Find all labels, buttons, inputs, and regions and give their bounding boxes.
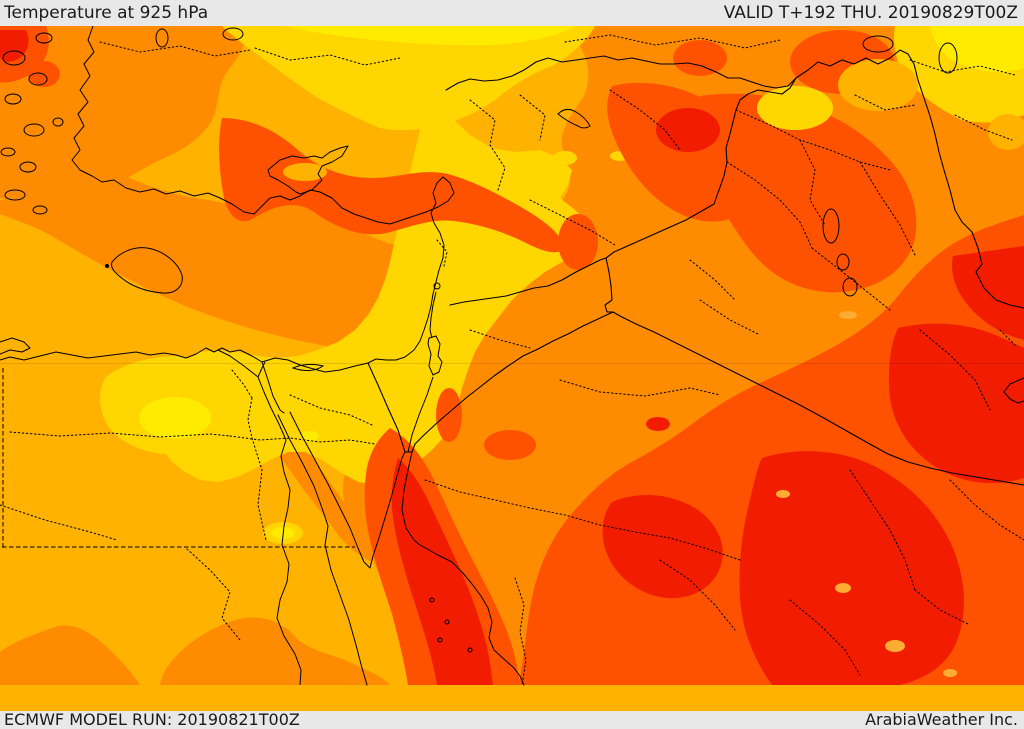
lake-egirdir [155, 28, 169, 48]
aegean-island [32, 205, 48, 215]
lake-habbaniyah [836, 253, 850, 271]
persian-gulf-head [1003, 377, 1024, 404]
map-title: Temperature at 925 hPa [4, 3, 209, 23]
temperature-field-map [0, 26, 1024, 711]
egypt-israel-border [367, 362, 406, 453]
lake-urmia [938, 42, 958, 74]
fill-layer-amber-spots [776, 311, 957, 677]
coastlines [0, 26, 1024, 686]
fill-layer-bright-yellow [139, 26, 1024, 539]
aegean-island [0, 147, 16, 157]
jordan-saudi-border [411, 311, 614, 453]
crete-tip-island [0, 337, 31, 355]
fill-layer-red [0, 30, 1024, 685]
red-sea-islet [437, 637, 443, 643]
nile-delta-branch [257, 361, 266, 378]
syria-iraq-border [605, 77, 797, 259]
valid-time-label: VALID T+192 THU. 20190829T00Z [723, 3, 1018, 23]
aegean-island [4, 189, 26, 201]
admin-borders-dotted [0, 34, 1024, 686]
country-borders [367, 49, 1024, 486]
aegean-island [2, 50, 26, 66]
rivers [217, 291, 437, 686]
nile-delta-branch [217, 349, 259, 378]
lake-tuz [222, 27, 244, 41]
jordan-iraq-hiccup-border [604, 257, 614, 313]
sinai-coast [289, 411, 413, 569]
jordan-river [429, 291, 437, 339]
aegean-island [19, 161, 37, 173]
suez-canal [261, 361, 285, 414]
gulf-of-aqaba-saudi-coast [401, 451, 525, 686]
red-sea-islet [429, 597, 435, 603]
lake-van [862, 35, 894, 53]
sea-of-galilee [433, 282, 441, 290]
model-run-label: ECMWF MODEL RUN: 20190821T00Z [4, 710, 300, 729]
islands-and-lakes [0, 27, 958, 653]
top-status-bar: Temperature at 925 hPa VALID T+192 THU. … [0, 0, 1024, 26]
lake-assad [557, 108, 591, 129]
jordan-syria-border [449, 257, 607, 306]
fill-layer-yellow-patch-ne [757, 86, 833, 130]
rhodes-island [111, 247, 183, 294]
national-dashed-borders [2, 368, 355, 548]
iraq-saudi-border [612, 311, 1024, 486]
lake-tharthar [822, 208, 840, 244]
city-dot [105, 264, 109, 268]
turkey-syria-border [445, 55, 797, 91]
aegean-island [28, 72, 48, 86]
lake-bardawil [291, 363, 325, 372]
aegean-island [23, 123, 45, 137]
map-area [0, 26, 1024, 711]
dead-sea [427, 335, 443, 376]
turkey-iraq-iran-border [795, 49, 1024, 309]
aegean-island [4, 93, 22, 105]
lake-razzaza [842, 277, 858, 297]
aegean-island [52, 117, 64, 127]
turkey-levant-egypt-coastline [0, 26, 455, 373]
brand-label: ArabiaWeather Inc. [865, 710, 1018, 729]
aegean-island [35, 32, 53, 44]
red-sea-islet [444, 619, 450, 625]
nile-river [257, 376, 302, 686]
cyprus-coastline [267, 145, 349, 195]
gulf-of-suez-west-red-sea-coast [277, 414, 368, 686]
fill-layer-warm-patches [283, 59, 1024, 181]
bottom-status-bar: ECMWF MODEL RUN: 20190821T00Z ArabiaWeat… [0, 711, 1024, 729]
arava-valley-border [407, 376, 434, 453]
red-sea-islet [467, 647, 473, 653]
